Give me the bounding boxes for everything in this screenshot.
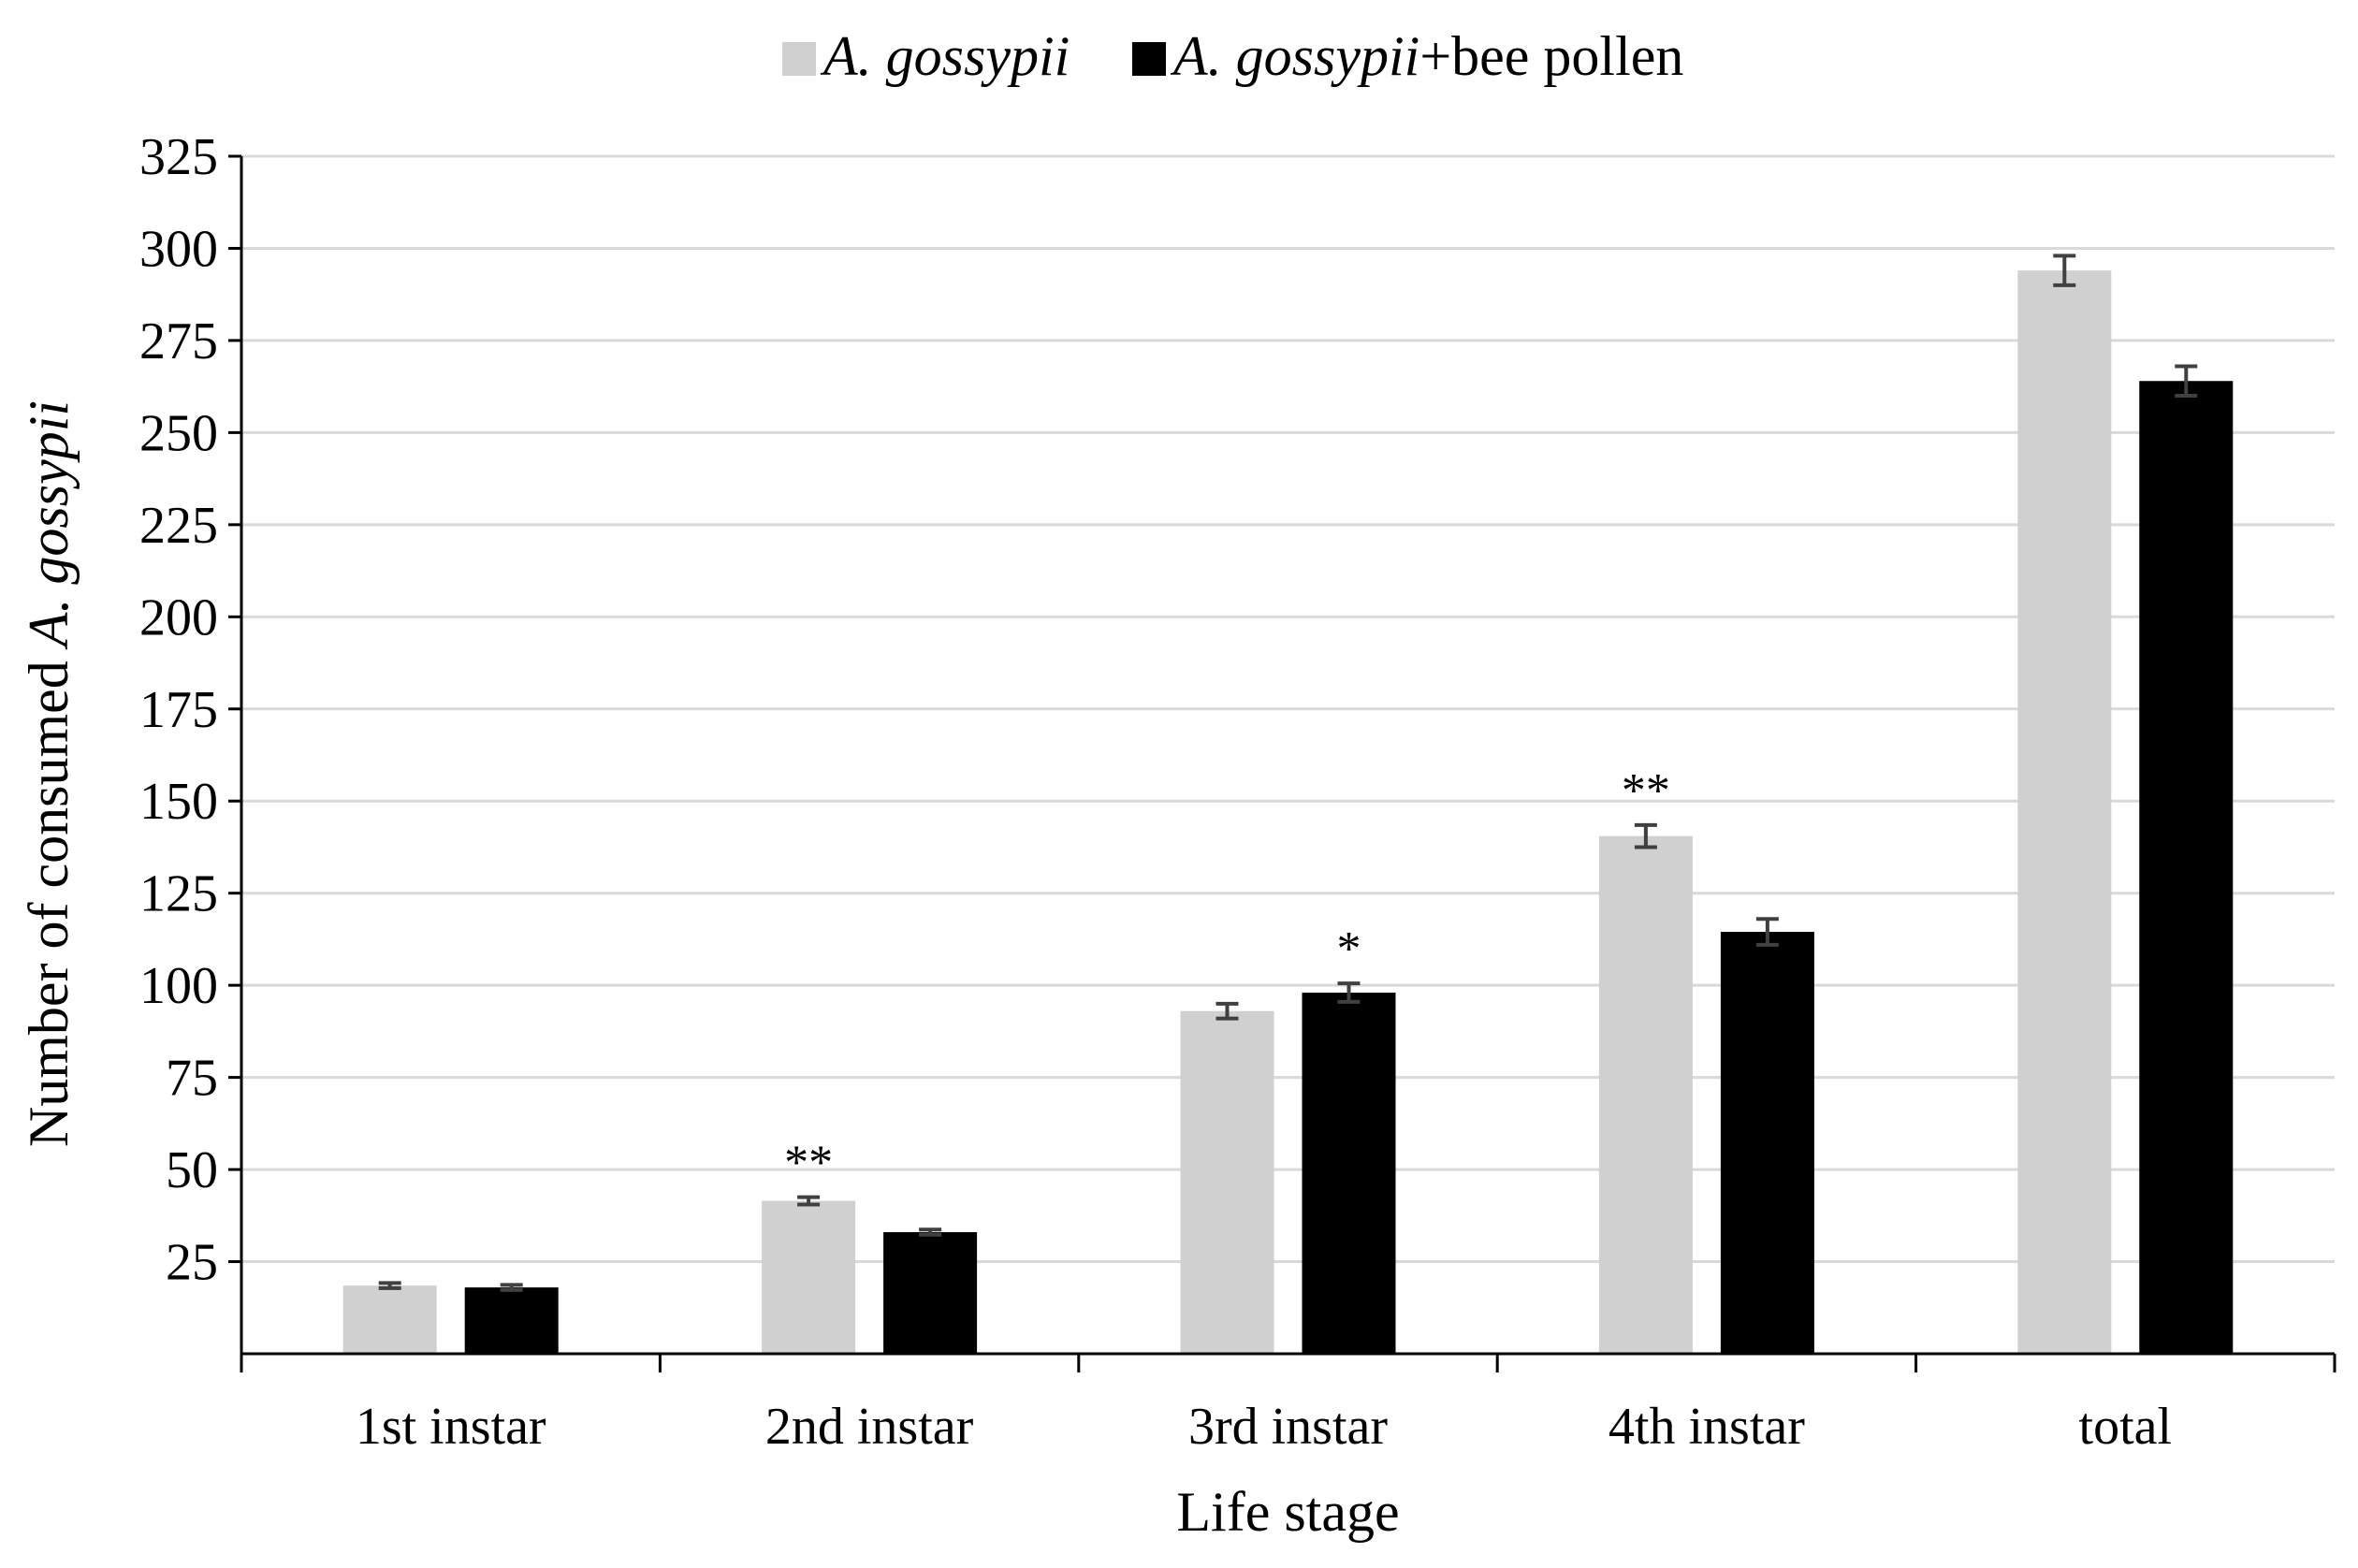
bar [883,1232,978,1354]
legend-label-aphid-bee-pollen-italic: A. gossypii [1170,25,1419,87]
x-axis-title: Life stage [1176,1481,1399,1543]
gridlines [241,154,2335,1264]
legend: A. gossypii A. gossypii+bee pollen [782,25,1683,87]
significance-markers: ***** [784,764,1670,1190]
bar [1180,1010,1274,1354]
error-bars [378,254,2198,1292]
x-tick-label: 1st instar [356,1398,546,1456]
bar [762,1200,856,1354]
y-tick-label: 275 [139,312,218,370]
legend-swatch-aphid-bee-pollen [1132,42,1166,76]
y-tick-label: 225 [139,497,218,555]
y-tick-label: 175 [139,681,218,739]
bar [1598,835,1693,1354]
y-tick-label: 325 [139,128,218,186]
x-tick-label: 4th instar [1608,1398,1805,1456]
y-tick-label: 250 [139,404,218,462]
bar [1302,993,1396,1354]
x-tick-label: total [2079,1398,2173,1456]
bar [464,1287,559,1354]
legend-label-aphid-bee-pollen-suffix: +bee pollen [1419,25,1683,87]
axes [240,156,2335,1356]
legend-label-aphid-bee-pollen: A. gossypii+bee pollen [1170,25,1683,87]
x-tick-label: 3rd instar [1188,1398,1388,1456]
significance-label: ** [1622,764,1670,818]
y-tick-labels: 25 50 75 100 125 150 175 200 225 250 275 300 325 [139,128,241,1292]
y-tick-label: 25 [166,1234,218,1292]
bars [342,270,2234,1355]
y-tick-label: 200 [139,588,218,646]
y-tick-label: 75 [166,1050,218,1108]
legend-swatch-aphid [782,42,816,76]
x-tick-label: 2nd instar [765,1398,974,1456]
bar [342,1285,437,1354]
y-tick-label: 125 [139,865,218,923]
y-tick-label: 300 [139,220,218,278]
y-axis-title-prefix: Number of consumed [18,646,80,1147]
y-tick-label: 150 [139,773,218,831]
y-axis-title: Number of consumed A. gossypii [18,400,80,1147]
bar [1720,932,1814,1354]
y-tick-label: 100 [139,957,218,1015]
bar [2139,381,2234,1355]
legend-label-aphid: A. gossypii [820,25,1070,87]
y-axis-title-species: A. gossypii [18,400,80,650]
legend-label-aphid-italic: A. gossypii [820,25,1070,87]
significance-label: ** [784,1137,833,1190]
x-tick-labels: 1st instar 2nd instar 3rd instar 4th instar… [240,1354,2336,1456]
bar [2017,270,2112,1355]
y-tick-label: 50 [166,1141,218,1199]
significance-label: * [1337,922,1361,976]
